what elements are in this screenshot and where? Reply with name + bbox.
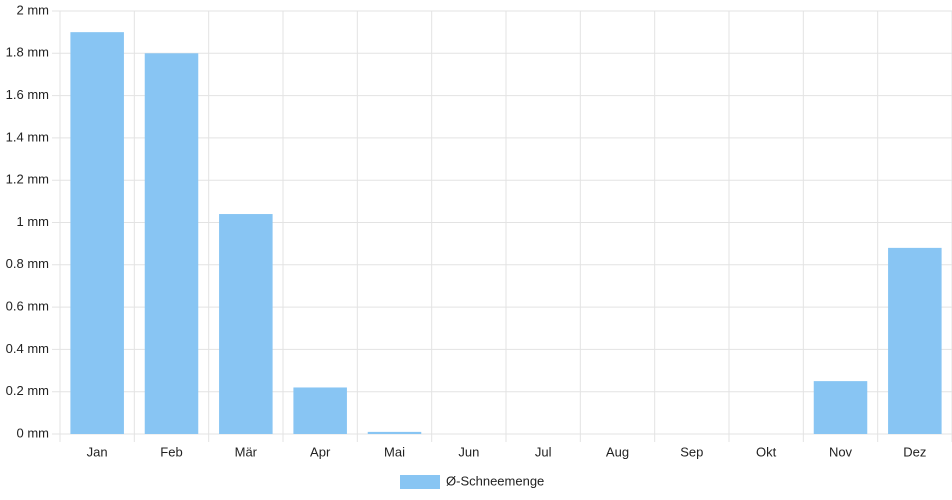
x-tick-label: Feb <box>160 444 182 459</box>
legend-label: Ø-Schneemenge <box>446 473 544 488</box>
y-tick-label: 0.4 mm <box>6 341 49 356</box>
y-tick-label: 1.2 mm <box>6 172 49 187</box>
bar <box>219 214 273 434</box>
y-tick-label: 1.4 mm <box>6 129 49 144</box>
bar <box>813 381 868 434</box>
y-tick-label: 1.8 mm <box>6 45 49 60</box>
x-tick-label: Nov <box>829 444 853 459</box>
x-tick-label: Dez <box>903 444 926 459</box>
y-tick-label: 2 mm <box>17 2 50 17</box>
y-tick-label: 0.6 mm <box>6 299 49 314</box>
bar <box>70 32 124 435</box>
legend-swatch <box>400 475 440 489</box>
x-tick-label: Okt <box>756 444 777 459</box>
x-tick-label: Apr <box>310 444 331 459</box>
y-tick-label: 1.6 mm <box>6 87 49 102</box>
x-tick-label: Sep <box>680 444 703 459</box>
y-tick-label: 1 mm <box>17 214 50 229</box>
x-tick-label: Mai <box>384 444 405 459</box>
y-tick-label: 0.8 mm <box>6 256 49 271</box>
x-tick-label: Aug <box>606 444 629 459</box>
y-tick-label: 0 mm <box>17 425 50 440</box>
bar <box>144 53 199 435</box>
bar <box>888 247 942 434</box>
bar <box>293 387 347 434</box>
x-tick-label: Jun <box>458 444 479 459</box>
x-tick-label: Jan <box>87 444 108 459</box>
x-tick-label: Jul <box>535 444 552 459</box>
bar <box>367 431 422 434</box>
x-tick-label: Mär <box>235 444 258 459</box>
y-tick-label: 0.2 mm <box>6 383 49 398</box>
